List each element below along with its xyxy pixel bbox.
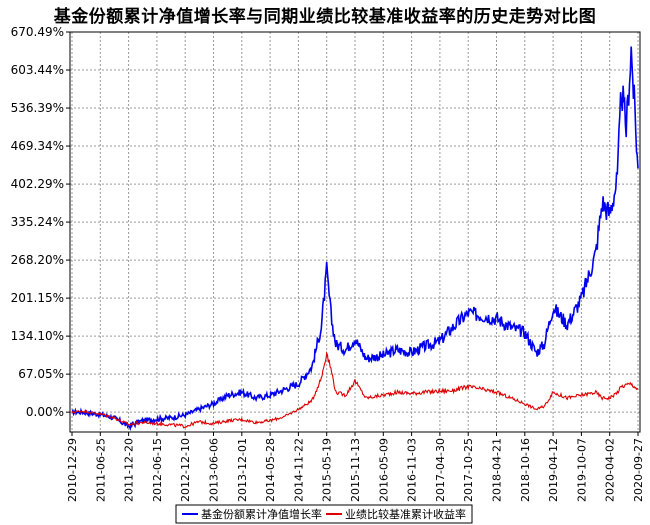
x-tick-label: 2016-11-03 xyxy=(406,438,419,502)
x-tick-label: 2010-12-29 xyxy=(66,438,79,502)
plot-border xyxy=(69,31,641,433)
x-tick-label: 2012-12-10 xyxy=(179,438,192,502)
x-axis-tick-labels: 2010-12-29 2011-06-25 2011-12-20 2012-06-15… xyxy=(66,438,645,502)
y-axis-tick-labels: 670.49% 603.44% 536.39% 469.34% 402.29% 335.2… xyxy=(11,25,64,419)
chart-title: 基金份额累计净值增长率与同期业绩比较基准收益率的历史走势对比图 xyxy=(53,7,597,27)
x-tick-label: 2013-12-01 xyxy=(236,438,249,502)
legend-label-benchmark: 业绩比较基准累计收益率 xyxy=(345,507,466,521)
x-tick-label: 2019-10-07 xyxy=(575,438,588,502)
x-tick-label: 2020-09-27 xyxy=(632,438,645,502)
y-tick-label: 268.20% xyxy=(11,253,64,267)
y-tick-label: 670.49% xyxy=(11,25,64,39)
y-tick-label: 335.24% xyxy=(11,215,64,229)
x-tick-label: 2017-04-30 xyxy=(434,438,447,502)
x-tick-label: 2018-10-16 xyxy=(519,438,532,502)
x-tick-label: 2015-11-13 xyxy=(349,438,362,502)
series-line-fund xyxy=(71,46,639,432)
x-tick-label: 2012-06-15 xyxy=(151,438,164,502)
x-tick-label: 2014-05-28 xyxy=(264,438,277,502)
y-tick-label: 67.05% xyxy=(18,367,64,381)
x-tick-label: 2018-04-21 xyxy=(491,438,504,502)
x-tick-label: 2011-06-25 xyxy=(94,438,107,502)
legend-box xyxy=(175,504,473,524)
x-tick-label: 2017-10-25 xyxy=(462,438,475,502)
y-tick-label: 0.00% xyxy=(26,405,64,419)
grid-lines xyxy=(66,31,640,436)
y-tick-label: 469.34% xyxy=(11,139,64,153)
x-tick-label: 2016-05-09 xyxy=(377,438,390,502)
legend: 基金份额累计净值增长率 业绩比较基准累计收益率 xyxy=(175,504,473,524)
series-lines xyxy=(71,46,639,432)
x-tick-label: 2020-04-02 xyxy=(604,438,617,502)
y-tick-label: 134.10% xyxy=(11,329,64,343)
x-tick-label: 2013-06-06 xyxy=(208,438,221,502)
y-tick-label: 402.29% xyxy=(11,177,64,191)
series-line-benchmark xyxy=(71,351,639,429)
x-tick-label: 2011-12-20 xyxy=(123,438,136,502)
legend-label-fund: 基金份额累计净值增长率 xyxy=(201,507,322,521)
x-tick-label: 2015-05-19 xyxy=(321,438,334,502)
y-tick-label: 536.39% xyxy=(11,101,64,115)
y-tick-label: 603.44% xyxy=(11,63,64,77)
y-tick-label: 201.15% xyxy=(11,291,64,305)
x-tick-label: 2014-11-22 xyxy=(292,438,305,502)
x-tick-label: 2019-04-12 xyxy=(547,438,560,502)
